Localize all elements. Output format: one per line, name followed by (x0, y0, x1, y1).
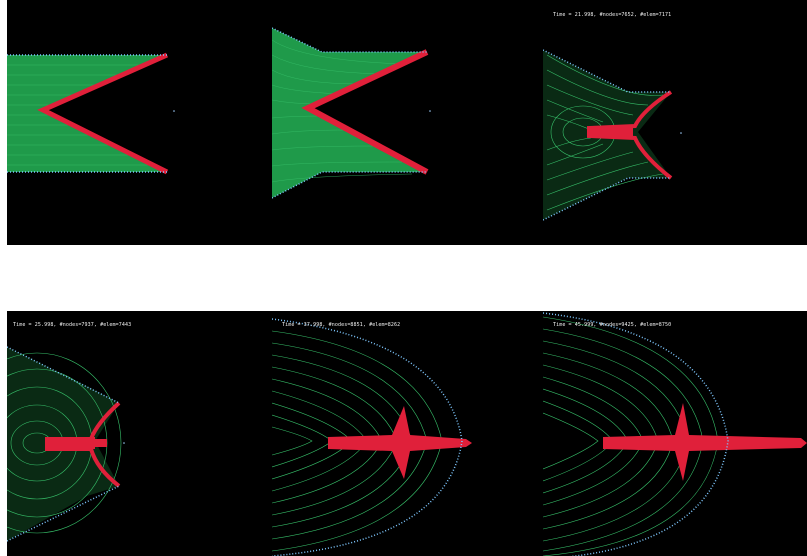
refined-band (45, 401, 121, 488)
mesh-lines (7, 64, 153, 166)
refined-band (587, 90, 673, 180)
refined-core (591, 128, 633, 136)
mesh-plot-5 (272, 318, 472, 556)
simulation-frame-4: Time = 25.998, #nodes=7937, #elem=7443 (7, 311, 272, 556)
mesh-plot-3 (543, 49, 682, 221)
mesh-plot-4 (7, 346, 125, 542)
boundary-nodes (272, 27, 427, 199)
boundary-nodes (272, 318, 463, 556)
simulation-frame-1 (7, 0, 272, 245)
simulation-frame-3: Time = 21.998, #nodes=7652, #elem=7171 (543, 0, 807, 245)
refined-band (328, 406, 472, 479)
mesh-plot-1 (7, 52, 175, 175)
refined-band (603, 403, 807, 481)
mesh-plot-2 (272, 27, 431, 199)
simulation-frame-5: Time = 37.998, #nodes=8851, #elem=8262 (272, 311, 543, 556)
frame-caption: Time = 25.998, #nodes=7937, #elem=7443 (13, 322, 132, 328)
boundary-nodes (543, 49, 671, 221)
refined-band (301, 49, 429, 175)
frame-caption: Time = 21.998, #nodes=7652, #elem=7171 (553, 12, 672, 18)
boundary-nodes (543, 312, 729, 556)
refined-band (37, 52, 169, 175)
mesh-plot-6 (543, 312, 807, 556)
simulation-frame-2 (272, 0, 543, 245)
simulation-frame-6: Time = 45.999, #nodes=9425, #elem=8750 (543, 311, 807, 556)
frame-caption: Time = 45.999, #nodes=9425, #elem=8750 (553, 322, 672, 328)
refined-core (49, 437, 95, 449)
frame-caption: Time = 37.998, #nodes=8851, #elem=8262 (282, 322, 401, 328)
mesh-domain (7, 55, 167, 172)
mesh-lines (272, 39, 413, 183)
